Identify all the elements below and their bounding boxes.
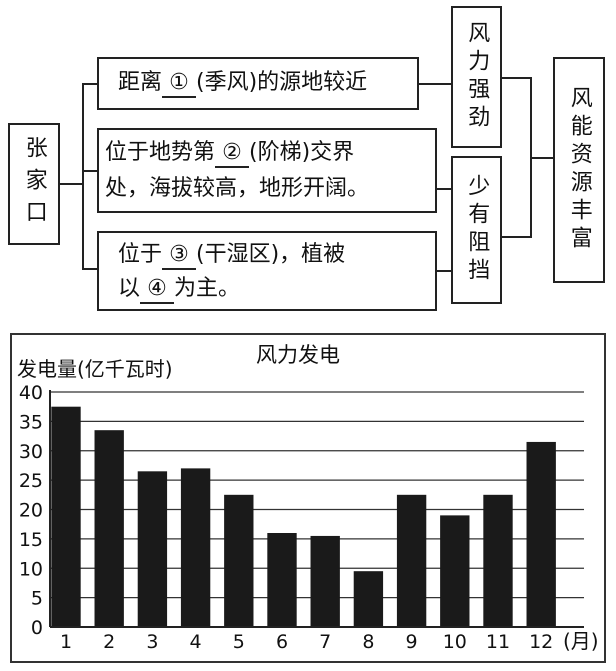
factor2-pre: 位于地势第 — [105, 140, 216, 165]
y-tick-label: 25 — [19, 470, 43, 492]
x-tick-label: 6 — [276, 631, 288, 653]
conclusion-box: 风能资源丰富 — [553, 57, 605, 283]
result-box-1: 风力强劲 — [451, 6, 502, 148]
bar-month-3 — [137, 471, 168, 627]
connector — [437, 188, 453, 190]
factor-text-1: 距离 ① (季风)的源地较近 — [118, 66, 367, 100]
bar-month-8 — [353, 571, 384, 627]
y-tick-label: 40 — [19, 382, 43, 404]
place-label: 张家口 — [21, 136, 47, 232]
bar-month-2 — [94, 430, 124, 627]
factor-box-1 — [97, 57, 419, 110]
y-tick-label: 0 — [31, 617, 43, 639]
bar-month-11 — [483, 494, 513, 627]
factor1-post: (季风)的源地较近 — [196, 70, 368, 95]
factor3-pre: 位于 — [118, 242, 163, 267]
factor-text-2: 位于地势第 ② (阶梯)交界 — [105, 136, 354, 170]
bar-month-12 — [526, 441, 556, 627]
bar-month-5 — [224, 494, 254, 627]
chart-title: 风力发电 — [256, 343, 340, 367]
blank-2: ② — [215, 140, 250, 168]
x-tick-label: 10 — [443, 631, 467, 653]
factor-box-2 — [97, 128, 437, 213]
factor2-line2: 处，海拔较高，地形开阔。 — [105, 176, 370, 201]
conclusion-label: 风能资源丰富 — [566, 86, 592, 254]
result1-label: 风力强劲 — [464, 21, 490, 133]
x-tick-label: 2 — [103, 631, 115, 653]
blank-1: ① — [162, 70, 197, 98]
x-tick-label: 7 — [319, 631, 331, 653]
bar-month-6 — [267, 533, 297, 627]
connector — [60, 183, 84, 185]
x-tick-label: 5 — [233, 631, 245, 653]
connector — [82, 268, 98, 270]
y-tick-label: 20 — [19, 500, 43, 522]
y-tick-label: 10 — [19, 558, 43, 580]
factor1-pre: 距离 — [118, 70, 163, 95]
connector — [82, 83, 98, 85]
factor-box-3 — [97, 231, 437, 311]
x-tick-label: 11 — [486, 631, 510, 653]
bar-series — [51, 406, 556, 627]
factor-text-3: 位于 ③ (干湿区)，植被 — [118, 238, 345, 272]
place-box: 张家口 — [8, 123, 60, 245]
connector — [82, 170, 98, 172]
x-tick-label: 1 — [60, 631, 72, 653]
x-axis-ticks: 1 2 3 4 5 6 7 8 9 10 11 12 — [60, 631, 553, 653]
x-tick-label: 4 — [190, 631, 202, 653]
x-tick-label: 12 — [529, 631, 553, 653]
connector — [502, 236, 532, 238]
x-tick-label: 9 — [406, 631, 418, 653]
factor3-line2-post: 为主。 — [174, 276, 241, 301]
factor3-post: (干湿区)，植被 — [196, 242, 346, 267]
bar-month-7 — [310, 535, 340, 627]
result-box-2: 少有阻挡 — [451, 156, 502, 304]
connector — [502, 77, 532, 79]
blank-4: ④ — [140, 276, 175, 304]
x-tick-label: 8 — [362, 631, 374, 653]
bar-month-9 — [396, 494, 427, 627]
y-tick-label: 5 — [31, 588, 43, 610]
y-axis-ticks: 0 5 10 15 20 25 30 35 40 — [19, 382, 43, 639]
connector — [437, 270, 453, 272]
factor-text-3b: 以 ④ 为主。 — [118, 272, 240, 306]
connector — [82, 83, 84, 270]
chart-frame — [10, 333, 606, 663]
bar-month-1 — [51, 406, 81, 627]
result2-label: 少有阻挡 — [464, 174, 490, 286]
y-tick-label: 30 — [19, 441, 43, 463]
connector — [530, 157, 554, 159]
y-axis-label: 发电量(亿千瓦时) — [17, 357, 173, 381]
factor2-post: (阶梯)交界 — [249, 140, 355, 165]
y-tick-label: 15 — [19, 529, 43, 551]
connector — [419, 83, 451, 85]
x-axis-label: (月) — [563, 629, 599, 653]
factor-text-2b: 处，海拔较高，地形开阔。 — [105, 172, 369, 206]
bar-month-10 — [440, 515, 470, 627]
factor3-line2-pre: 以 — [118, 276, 141, 301]
y-tick-label: 35 — [19, 411, 43, 433]
blank-3: ③ — [162, 242, 197, 270]
x-tick-label: 3 — [146, 631, 158, 653]
bar-month-4 — [180, 468, 211, 627]
